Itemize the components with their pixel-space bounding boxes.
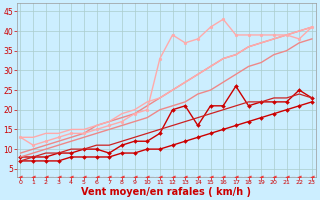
X-axis label: Vent moyen/en rafales ( km/h ): Vent moyen/en rafales ( km/h ) xyxy=(81,187,251,197)
